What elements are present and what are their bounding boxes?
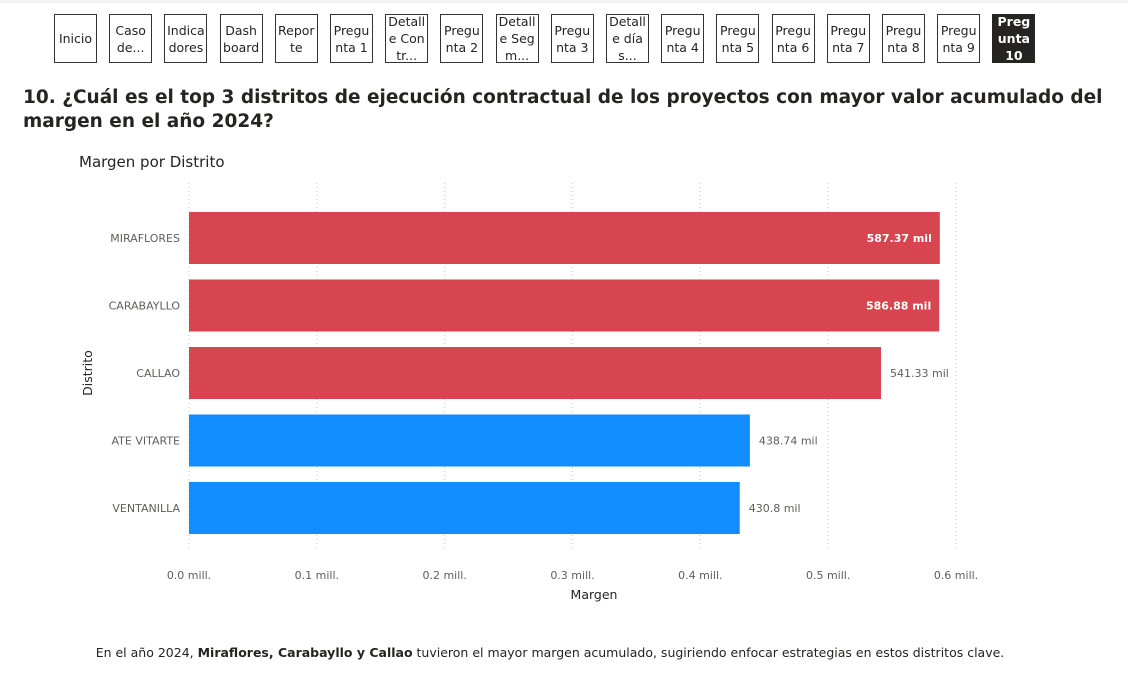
x-tick-label: 0.5 mill. — [806, 569, 850, 582]
nav-button-3[interactable]: Indicadores — [164, 14, 208, 63]
nav-button-label: Caso de... — [115, 22, 146, 55]
nav-button-label: Pregunta 6 — [775, 22, 811, 55]
nav-button-5[interactable]: Reporte — [274, 14, 318, 63]
nav-button-15[interactable]: Pregunta 7 — [826, 14, 870, 63]
nav-button-9[interactable]: Detalle Segm... — [495, 14, 539, 63]
x-tick-label: 0.1 mill. — [295, 569, 339, 582]
nav-button-11[interactable]: Detalle días... — [606, 14, 649, 63]
nav-button-label: Pregunta 4 — [664, 22, 701, 55]
nav-button-label: Pregunta 1 — [333, 22, 370, 55]
x-tick-label: 0.6 mill. — [934, 569, 978, 582]
nav-button-13[interactable]: Pregunta 5 — [716, 14, 760, 63]
nav-button-14[interactable]: Pregunta 6 — [771, 14, 815, 63]
nav-button-label: Detalle Contr... — [388, 14, 426, 63]
bar — [189, 212, 940, 264]
nav-button-17[interactable]: Pregunta 9 — [937, 14, 981, 63]
data-label: 438.74 mil — [759, 435, 818, 448]
nav-button-label: Detalle días... — [609, 14, 646, 63]
nav-button-label: Pregunta 10 — [997, 14, 1031, 63]
nav-button-label: Detalle Segm... — [498, 14, 536, 63]
nav-button-12[interactable]: Pregunta 4 — [661, 14, 705, 63]
y-tick-label: VENTANILLA — [112, 502, 180, 515]
y-tick-label: ATE VITARTE — [111, 435, 180, 448]
data-label: 586.88 mil — [866, 300, 931, 313]
nav-button-label: Pregunta 2 — [444, 22, 480, 55]
nav-button-1[interactable]: Inicio — [54, 14, 97, 63]
nav-button-label: Inicio — [58, 31, 93, 46]
bar — [189, 414, 750, 467]
nav-button-6[interactable]: Pregunta 1 — [330, 14, 373, 63]
nav-button-label: Pregunta 7 — [830, 22, 867, 55]
y-tick-label: CARABAYLLO — [109, 300, 181, 313]
x-tick-label: 0.4 mill. — [678, 569, 722, 582]
x-tick-label: 0.3 mill. — [550, 569, 594, 582]
footnote-suffix: tuvieron el mayor margen acumulado, sugi… — [412, 645, 1005, 660]
footnote-highlight: Miraflores, Carabayllo y Callao — [197, 645, 413, 660]
footnote: En el año 2024, Miraflores, Carabayllo y… — [0, 645, 1100, 660]
nav-button-18[interactable]: Pregunta 10 — [992, 14, 1036, 63]
nav-button-label: Pregunta 3 — [554, 22, 591, 55]
chart-title: Margen por Distrito — [79, 153, 225, 171]
data-label: 430.8 mil — [749, 502, 801, 515]
nav-button-2[interactable]: Caso de... — [109, 14, 153, 63]
footnote-prefix: En el año 2024, — [95, 645, 198, 660]
y-tick-label: CALLAO — [136, 367, 180, 380]
x-axis-title: Margen — [571, 587, 618, 602]
nav-button-label: Reporte — [278, 22, 315, 55]
nav-button-4[interactable]: Dashboard — [219, 14, 263, 63]
bar — [189, 482, 740, 534]
nav-button-label: Pregunta 9 — [940, 22, 977, 55]
nav-button-16[interactable]: Pregunta 8 — [882, 14, 925, 63]
nav-button-label: Indicadores — [167, 22, 205, 55]
y-tick-label: MIRAFLORES — [110, 232, 180, 245]
nav-button-label: Pregunta 5 — [720, 22, 756, 55]
page-question: 10. ¿Cuál es el top 3 distritos de ejecu… — [23, 87, 1103, 132]
nav-button-10[interactable]: Pregunta 3 — [550, 14, 594, 63]
x-tick-label: 0.0 mill. — [167, 569, 211, 582]
x-tick-label: 0.2 mill. — [422, 569, 466, 582]
top-divider — [0, 0, 1128, 3]
bar — [189, 279, 940, 332]
nav-button-label: Dashboard — [223, 22, 260, 55]
data-label: 541.33 mil — [890, 367, 949, 380]
y-axis-title: Distrito — [80, 350, 95, 396]
nav-button-7[interactable]: Detalle Contr... — [385, 14, 429, 63]
nav-button-8[interactable]: Pregunta 2 — [440, 14, 484, 63]
bar — [189, 347, 882, 399]
data-label: 587.37 mil — [867, 232, 932, 245]
nav-button-label: Pregunta 8 — [885, 22, 922, 55]
